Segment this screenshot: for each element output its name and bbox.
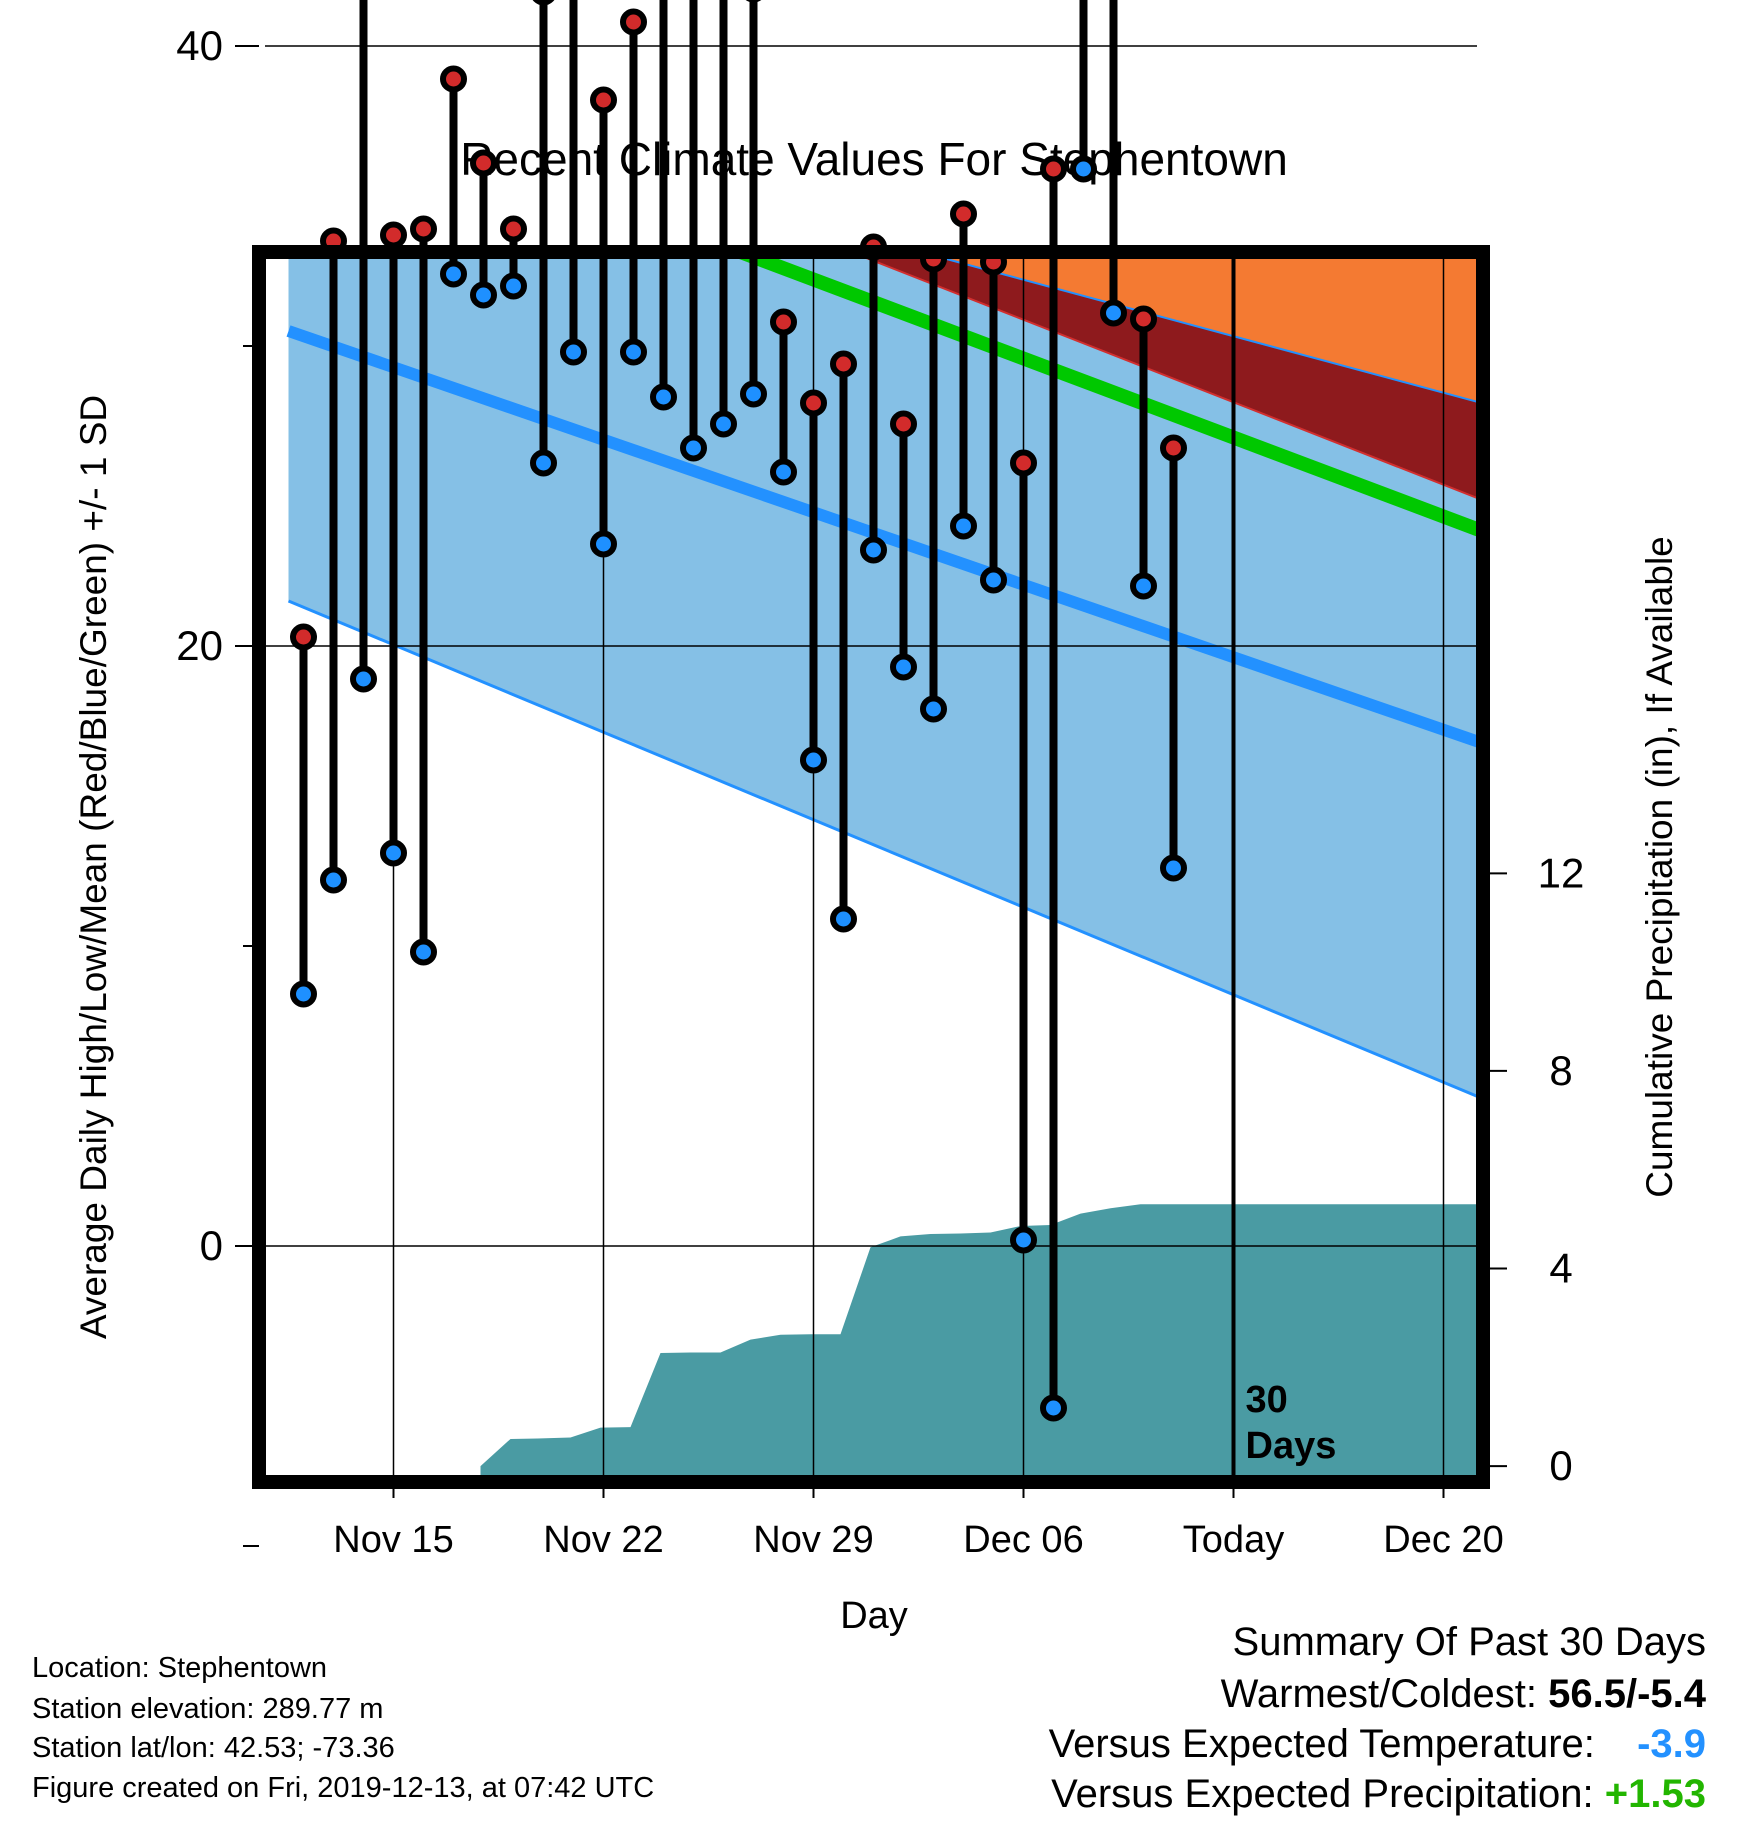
low-temp-point (710, 410, 737, 438)
x-tick-label: Dec 06 (963, 1519, 1083, 1561)
y-left-tick-label: 20 (176, 622, 223, 669)
low-temp-point (1010, 1226, 1037, 1254)
low-temp-point (380, 839, 407, 867)
high-temp-point (770, 308, 797, 336)
y-left-tick-label: 0 (200, 1222, 223, 1269)
temp-anomaly-value: -3.9 (1637, 1722, 1706, 1766)
low-temp-point (560, 338, 587, 366)
low-lower-line (287, 599, 1477, 1098)
low-temp-point (650, 383, 677, 411)
low-temp-point (470, 281, 497, 309)
high-temp-point (500, 215, 527, 243)
summary-warm-cold: Warmest/Coldest: 56.5/-5.4 (1221, 1672, 1706, 1717)
mean-line (736, 258, 1477, 537)
high-temp-point (290, 623, 317, 651)
low-temp-point (590, 530, 617, 558)
summary-temp: Versus Expected Temperature: -3.9 (1049, 1722, 1706, 1767)
low-temp-point (680, 434, 707, 462)
high-temp-point (1040, 155, 1067, 183)
summary-title: Summary Of Past 30 Days (1232, 1620, 1706, 1664)
low-temp-point (290, 980, 317, 1008)
y-right-tick-label: 4 (1549, 1245, 1572, 1292)
latlon-text: Station lat/lon: 42.53; -73.36 (32, 1732, 395, 1764)
low-temp-point (740, 380, 767, 408)
low-temp-point (920, 695, 947, 723)
created-text: Figure created on Fri, 2019-12-13, at 07… (32, 1772, 655, 1804)
high-temp-point (1160, 434, 1187, 462)
high-temp-point (620, 8, 647, 36)
high-temp-point (440, 65, 467, 93)
high-temp-point (470, 149, 497, 177)
low-temp-point (830, 905, 857, 933)
low-temp-point (440, 260, 467, 288)
y-axis-right-label: Cumulative Precipitation (in), If Availa… (1639, 536, 1680, 1198)
low-temp-point (1040, 1394, 1067, 1422)
low-temp-point (950, 512, 977, 540)
chart-title: Recent Climate Values For Stephentown (460, 133, 1288, 185)
low-temp-point (320, 866, 347, 894)
x-tick-label: Today (1183, 1519, 1284, 1561)
low-temp-point (530, 449, 557, 477)
y-left-tick-label: 40 (176, 22, 223, 69)
today-days-label: Days (1246, 1425, 1337, 1467)
low-temp-point (350, 665, 377, 693)
x-tick-label: Nov 29 (753, 1519, 873, 1561)
x-axis-label: Day (840, 1595, 908, 1637)
x-tick-label: Nov 15 (333, 1519, 453, 1561)
elevation-text: Station elevation: 289.77 m (32, 1693, 384, 1725)
low-temp-point (1070, 155, 1097, 183)
warm-cold-value: 56.5/-5.4 (1548, 1672, 1706, 1716)
warm-cold-label: Warmest/Coldest: (1220, 1672, 1537, 1716)
x-tick-label: Nov 22 (543, 1519, 663, 1561)
low-temp-point (770, 458, 797, 486)
high-temp-point (1130, 305, 1157, 333)
high-temp-point (532, 0, 555, 6)
low-temp-point (1100, 299, 1127, 327)
low-sd-band (288, 258, 1477, 1097)
high-temp-point (890, 410, 917, 438)
high-temp-point (380, 221, 407, 249)
low-temp-point (1160, 854, 1187, 882)
high-lower-line (863, 258, 1477, 499)
high-temp-point (950, 200, 977, 228)
today-days-label: 30 (1246, 1379, 1288, 1421)
y-right-tick-label: 12 (1538, 849, 1585, 896)
y-axis-left-label: Average Daily High/Low/Mean (Red/Blue/Gr… (73, 395, 114, 1339)
plot-frame (252, 245, 1490, 1489)
low-temp-point (980, 566, 1007, 594)
low-temp-point (500, 272, 527, 300)
x-tick-label: Dec 20 (1383, 1519, 1503, 1561)
precip-anomaly-value: +1.53 (1604, 1772, 1706, 1816)
low-temp-point (410, 938, 437, 966)
temp-anomaly-label: Versus Expected Temperature: (1048, 1722, 1595, 1766)
low-temp-point (620, 338, 647, 366)
high-mean-line (289, 0, 1549, 256)
low-temp-point (1130, 572, 1157, 600)
summary-precip: Versus Expected Precipitation: +1.53 (1051, 1772, 1706, 1817)
y-right-tick-label: 0 (1549, 1442, 1572, 1489)
high-temp-point (800, 389, 827, 417)
precipitation-area (480, 1204, 1477, 1476)
high-temp-point (1010, 449, 1037, 477)
location-text: Location: Stephentown (32, 1652, 328, 1684)
low-mean-line (286, 325, 1477, 748)
high-temp-point (410, 215, 437, 243)
high-temp-point (830, 350, 857, 378)
low-temp-point (800, 746, 827, 774)
low-temp-point (860, 536, 887, 564)
precip-anomaly-label: Versus Expected Precipitation: (1051, 1772, 1594, 1816)
low-temp-point (890, 653, 917, 681)
low-upper-line (938, 258, 1477, 403)
high-temp-point (590, 86, 617, 114)
y-right-tick-label: 8 (1549, 1047, 1572, 1094)
